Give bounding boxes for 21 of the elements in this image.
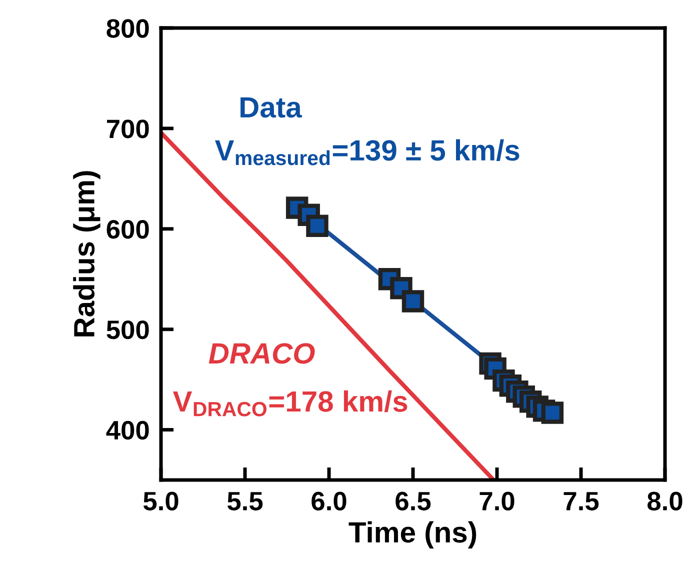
y-tick-label: 400 — [106, 420, 149, 440]
x-tick-label: 6.0 — [312, 492, 346, 510]
x-tick-label: 5.5 — [227, 492, 263, 510]
x-tick-label: 7.5 — [564, 492, 599, 510]
annotation: V$_{measured}$=139 ± 5 km/s — [214, 139, 520, 166]
point — [402, 290, 424, 312]
point — [306, 214, 328, 237]
x-tick-label: 6.5 — [396, 492, 431, 510]
y-tick-label: 500 — [106, 320, 149, 340]
y-tick-label: 800 — [106, 19, 149, 38]
annotation: V$_{DRACO}$=178 km/s — [172, 390, 408, 416]
point — [541, 402, 564, 424]
text: Data — [240, 97, 302, 118]
y-tick-label: 600 — [106, 220, 149, 239]
y-tick-label: 700 — [107, 120, 149, 138]
x-tick-label: 5.0 — [143, 492, 178, 510]
series-label: DRACO — [208, 343, 315, 364]
x-tick-label: 8.0 — [647, 492, 682, 510]
x-tick-label: 7.0 — [480, 492, 514, 510]
x-axis-title: Time (ns) — [348, 521, 476, 548]
y-axis-title: Radius (μm) — [73, 171, 100, 336]
